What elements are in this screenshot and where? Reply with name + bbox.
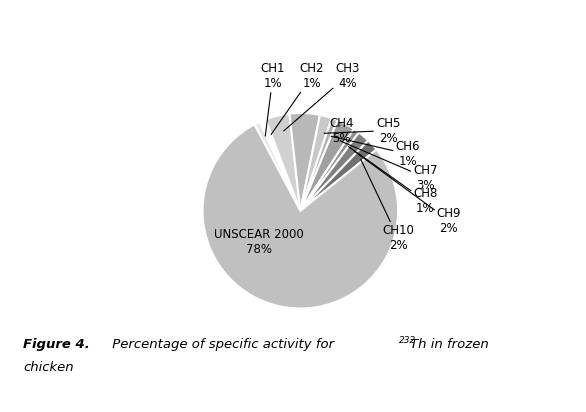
Text: CH2
1%: CH2 1%: [271, 62, 324, 134]
Wedge shape: [301, 133, 368, 211]
Wedge shape: [254, 122, 301, 211]
Wedge shape: [301, 115, 332, 211]
Text: CH6
1%: CH6 1%: [331, 136, 420, 168]
Text: CH4
5%: CH4 5%: [329, 117, 353, 145]
Wedge shape: [301, 120, 354, 211]
Wedge shape: [301, 140, 377, 211]
Wedge shape: [265, 114, 301, 211]
Text: chicken: chicken: [23, 361, 74, 374]
Wedge shape: [260, 119, 301, 211]
Text: Percentage of specific activity for: Percentage of specific activity for: [108, 338, 339, 351]
Text: 232: 232: [398, 336, 415, 345]
Text: CH7
3%: CH7 3%: [340, 141, 438, 192]
Wedge shape: [301, 129, 359, 211]
Text: CH9
2%: CH9 2%: [355, 151, 461, 234]
Text: CH3
4%: CH3 4%: [284, 62, 359, 131]
Text: CH5
2%: CH5 2%: [324, 117, 400, 145]
Wedge shape: [289, 113, 320, 211]
Text: CH1
1%: CH1 1%: [261, 62, 285, 136]
Text: Figure 4.: Figure 4.: [23, 338, 90, 351]
Text: CH8
1%: CH8 1%: [349, 147, 438, 215]
Text: Th in frozen: Th in frozen: [410, 338, 489, 351]
Text: CH10
2%: CH10 2%: [361, 159, 414, 252]
Text: UNSCEAR 2000
78%: UNSCEAR 2000 78%: [214, 228, 304, 256]
Wedge shape: [301, 118, 338, 211]
Wedge shape: [203, 124, 398, 309]
